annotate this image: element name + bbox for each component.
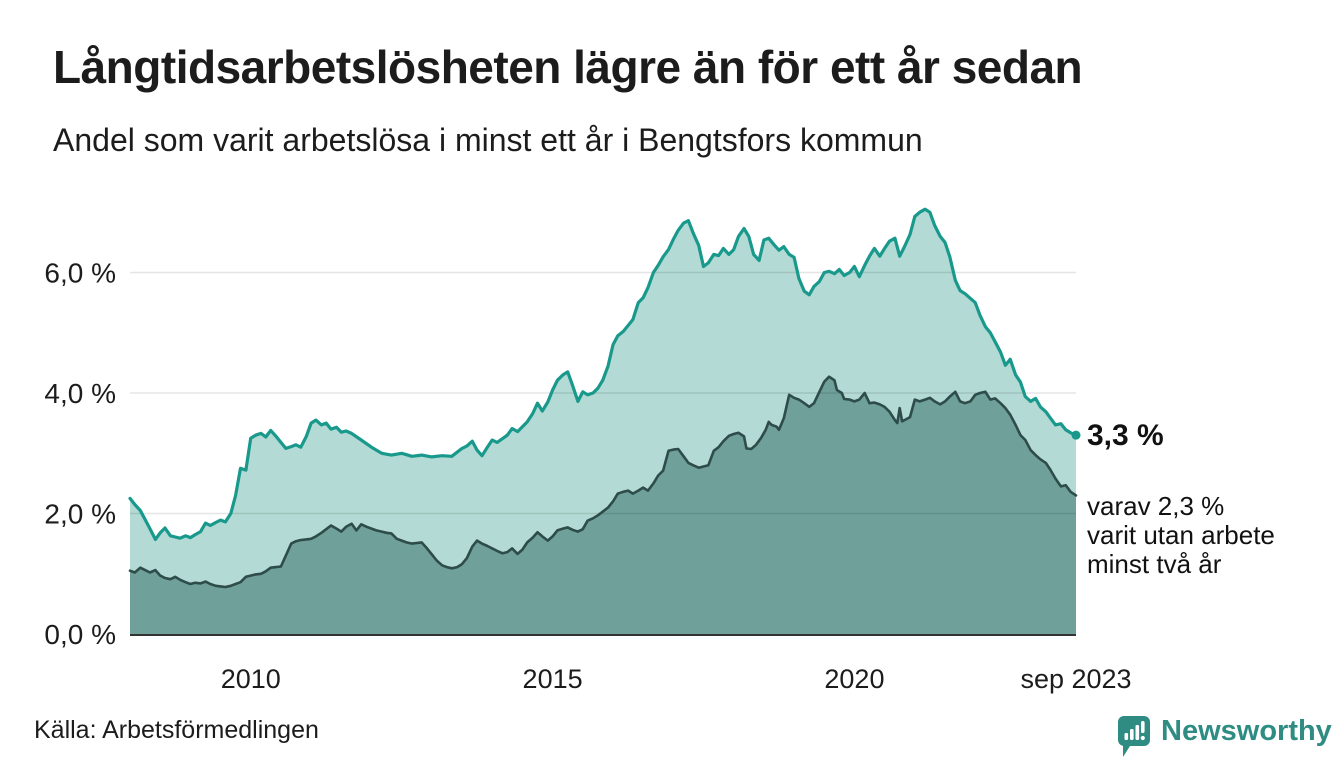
series-line-subset	[128, 375, 1078, 589]
exclamation-bar	[1141, 721, 1145, 733]
chart-subtitle: Andel som varit arbetslösa i minst ett å…	[53, 122, 923, 158]
y-axis-tick-label: 6,0 %	[44, 258, 116, 289]
speech-bubble-shape	[1117, 716, 1150, 757]
latest-subvalue-line3: minst två år	[1087, 549, 1222, 579]
x-axis-tick-label: 2015	[523, 664, 583, 694]
newsworthy-wordmark: Newsworthy	[1161, 715, 1332, 747]
exclamation-dot	[1140, 735, 1145, 741]
source-credit: Källa: Arbetsförmedlingen	[34, 716, 319, 744]
latest-subvalue-line1: varav 2,3 %	[1087, 491, 1225, 521]
bar-medium	[1130, 729, 1134, 740]
y-axis-tick-label: 0,0 %	[44, 619, 116, 650]
latest-value-label: 3,3 %	[1087, 419, 1164, 452]
y-axis-tick-label: 4,0 %	[44, 378, 116, 409]
series-line-total	[128, 207, 1078, 541]
series-end-dot	[1071, 430, 1081, 440]
page-title: Långtidsarbetslösheten lägre än för ett …	[53, 41, 1083, 93]
latest-subvalue-label: varav 2,3 % varit utan arbete minst två …	[1087, 492, 1275, 579]
y-axis-tick-label: 2,0 %	[44, 499, 116, 530]
latest-subvalue-line2: varit utan arbete	[1087, 520, 1275, 550]
series-area-subset	[130, 376, 1076, 634]
newsworthy-brand: Newsworthy	[1117, 712, 1332, 758]
bar-large	[1135, 725, 1140, 740]
x-axis-tick-label: 2010	[221, 664, 281, 694]
bar-small	[1124, 733, 1129, 740]
newsworthy-logo-icon	[1117, 716, 1150, 757]
x-axis-tick-label: 2020	[824, 664, 884, 694]
x-axis-tick-label: sep 2023	[1020, 664, 1131, 694]
